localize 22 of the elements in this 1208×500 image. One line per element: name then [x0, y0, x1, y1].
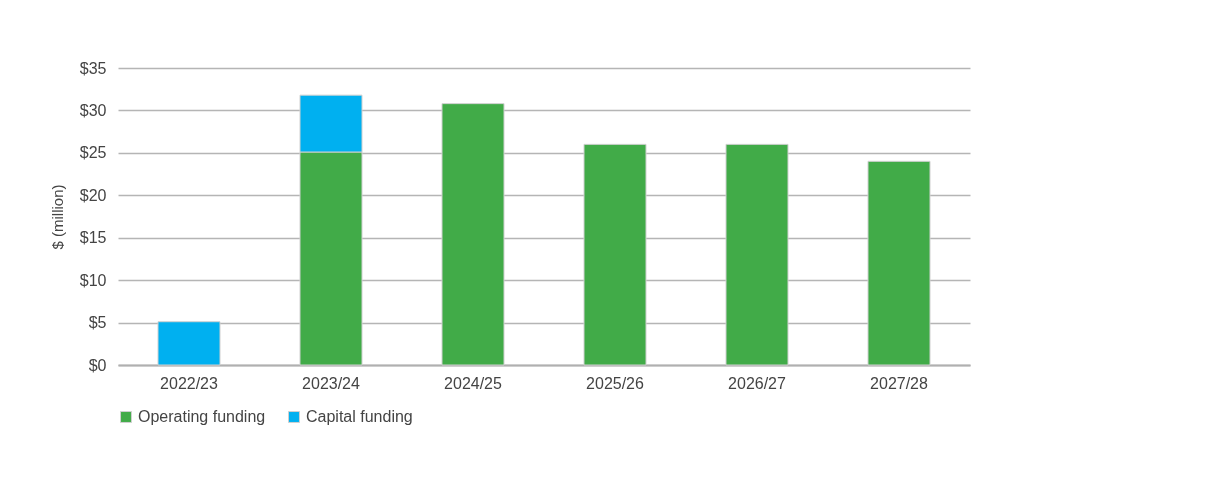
bar	[725, 143, 789, 366]
legend-label: Operating funding	[138, 408, 266, 425]
y-tick-label: $25	[79, 144, 107, 162]
y-tick-label: $0	[88, 356, 107, 374]
x-tick-label: 2024/25	[444, 374, 503, 392]
bar	[157, 321, 221, 366]
bar	[867, 160, 931, 366]
y-tick-label: $5	[88, 314, 107, 332]
y-axis-title: $ (million)	[48, 184, 66, 250]
y-tick-label: $15	[79, 229, 107, 247]
y-tick-label: $35	[79, 59, 107, 77]
y-tick-label: $30	[79, 101, 107, 119]
x-tick-label: 2025/26	[586, 374, 645, 392]
bar	[583, 143, 647, 366]
x-tick-label: 2027/28	[870, 374, 929, 392]
legend-label: Capital funding	[306, 408, 413, 425]
y-tick-label: $20	[79, 186, 107, 204]
x-tick-label: 2022/23	[160, 374, 219, 392]
x-tick-label: 2026/27	[728, 374, 787, 392]
y-tick-label: $10	[79, 271, 107, 289]
x-tick-label: 2023/24	[302, 374, 361, 392]
bar	[441, 103, 505, 366]
